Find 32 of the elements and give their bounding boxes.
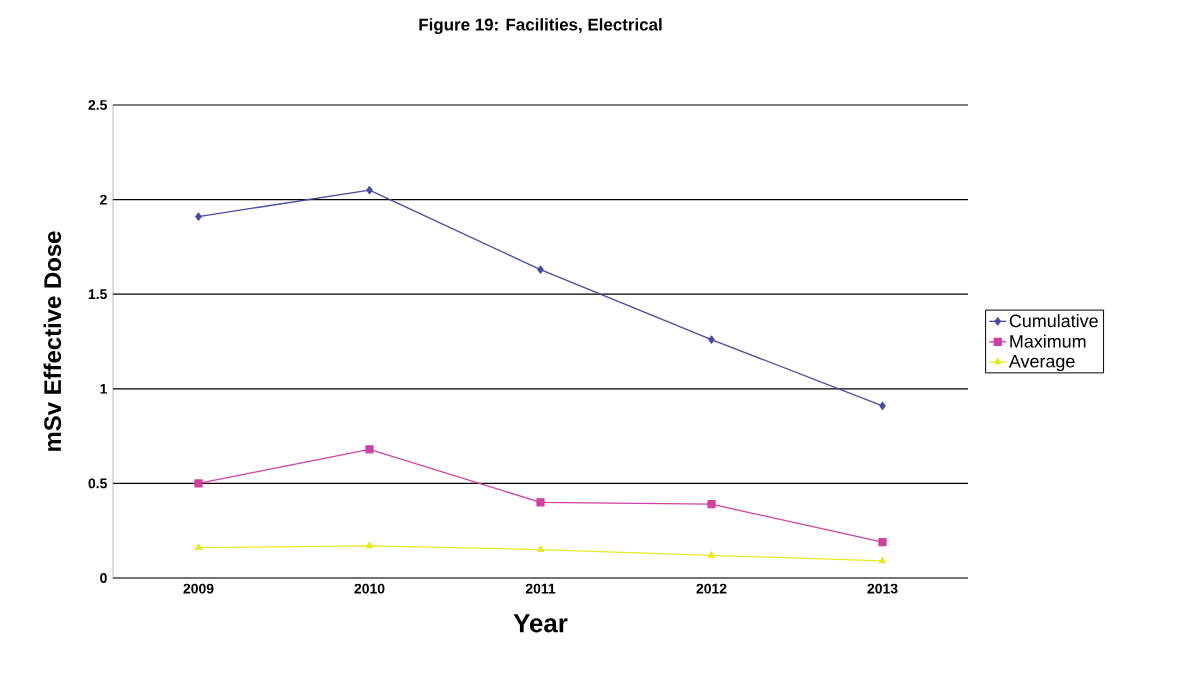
y-tick-label: 0 xyxy=(100,573,107,583)
point xyxy=(878,556,887,564)
x-tick-label: 2010 xyxy=(354,583,385,594)
point xyxy=(194,543,203,551)
legend-label: Average xyxy=(1008,355,1075,372)
point xyxy=(707,500,716,509)
point xyxy=(536,545,545,553)
point xyxy=(366,186,373,195)
x-axis-title: Year xyxy=(513,614,568,633)
y-tick-label: 0.5 xyxy=(88,478,107,489)
y-tick-label: 2.5 xyxy=(88,100,107,110)
point xyxy=(365,445,374,454)
y-tick-label: 1.5 xyxy=(88,289,107,300)
point xyxy=(878,537,887,547)
x-tick-label: 2013 xyxy=(867,583,898,594)
point xyxy=(708,335,715,344)
point xyxy=(365,541,374,549)
legend-label: Maximum xyxy=(1010,334,1086,348)
point xyxy=(536,498,545,507)
point xyxy=(879,401,886,410)
point xyxy=(195,212,202,221)
point xyxy=(537,265,544,274)
y-tick-label: 1 xyxy=(100,384,107,394)
legend-label: Cumulative xyxy=(1009,314,1098,328)
x-tick-label: 2009 xyxy=(183,583,214,594)
point xyxy=(707,551,716,558)
y-tick-label: 2 xyxy=(100,194,107,205)
chart-title: Figure 19: Facilities, Electrical xyxy=(419,18,662,35)
point xyxy=(194,479,203,488)
x-tick-label: 2011 xyxy=(525,583,556,594)
x-tick-label: 2012 xyxy=(696,583,727,594)
y-axis-title: mSv Effective Dose xyxy=(43,231,62,451)
